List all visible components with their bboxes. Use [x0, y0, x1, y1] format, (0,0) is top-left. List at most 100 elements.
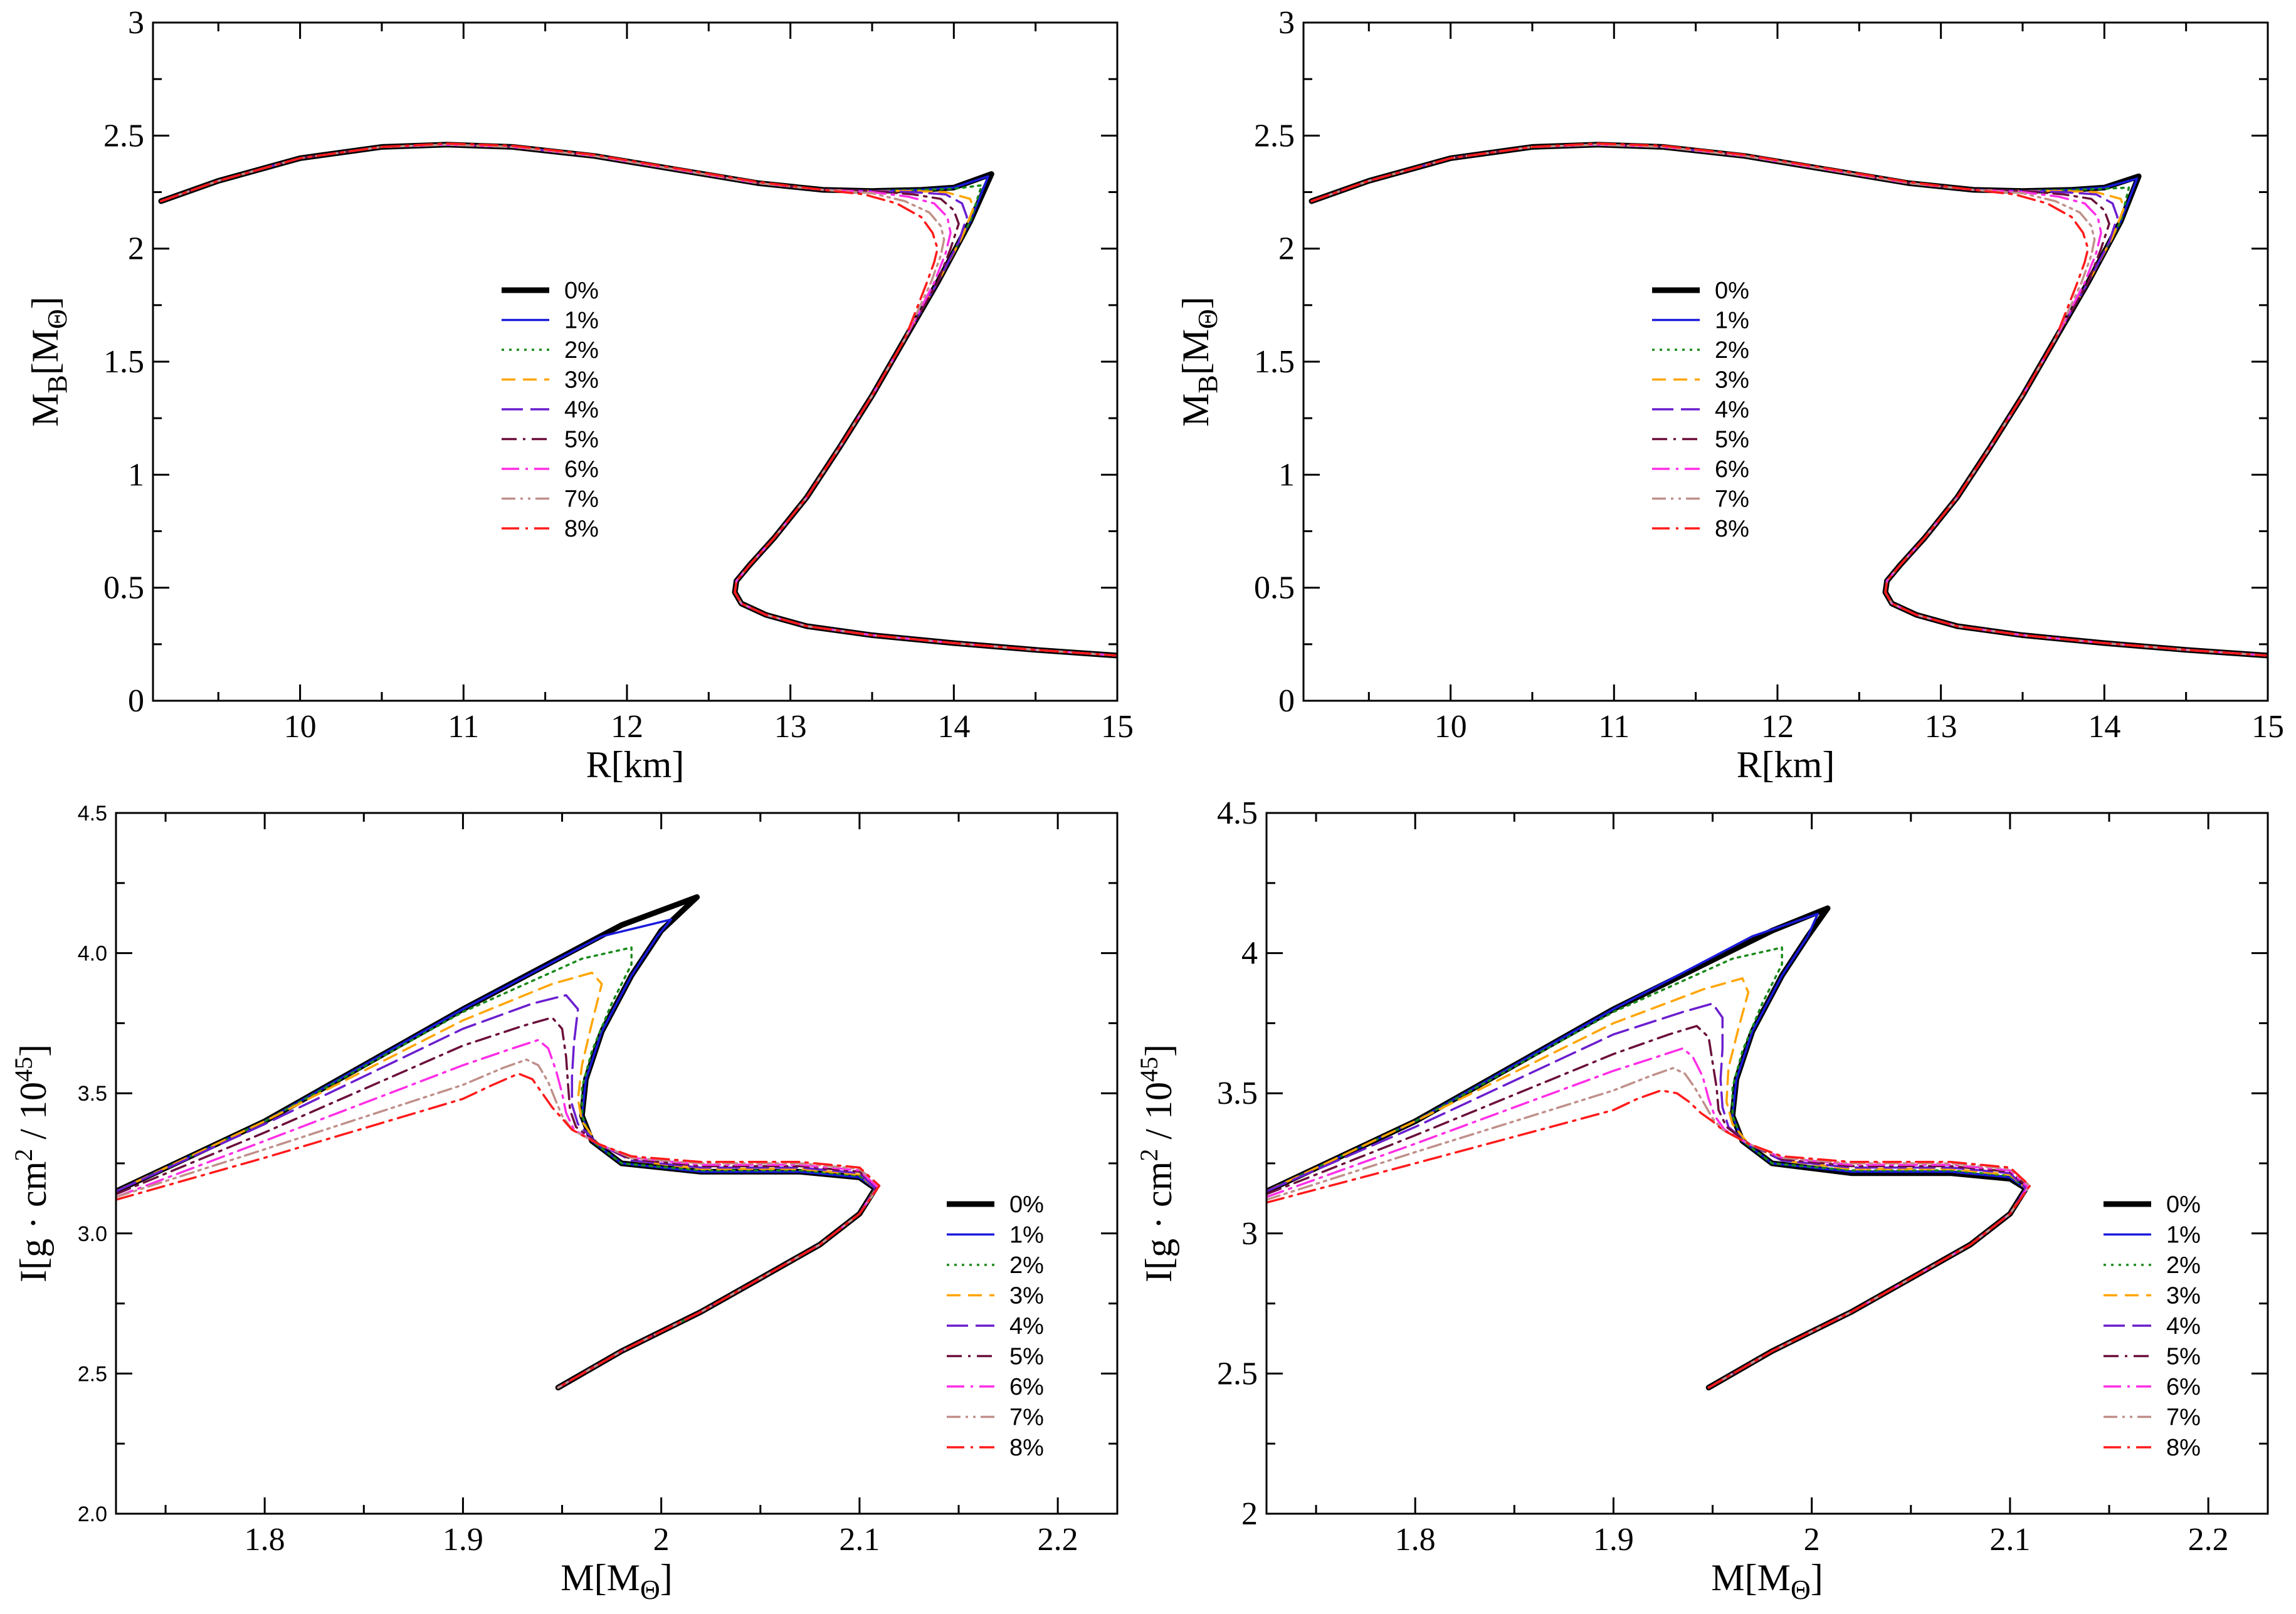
legend-label: 7% [564, 486, 599, 513]
legend: 0% 1% 2% 3% 4% 5% 6% 7% 8% [502, 278, 599, 542]
y-tick-label: 1 [1278, 457, 1295, 493]
x-tick-label: 13 [774, 709, 807, 745]
series-line-8pct [1266, 1089, 2031, 1389]
legend-label: 1% [564, 308, 599, 334]
y-tick-label: 2.5 [1217, 1356, 1258, 1391]
legend: 0% 1% 2% 3% 4% 5% 6% 7% 8% [2104, 1192, 2201, 1461]
legend-label: 6% [564, 456, 599, 483]
legend-label: 5% [2166, 1344, 2201, 1370]
x-tick-label: 13 [1925, 709, 1957, 745]
y-tick-label: 1 [128, 457, 144, 493]
plot-frame [115, 812, 1119, 1515]
legend-label: 6% [1715, 456, 1749, 483]
legend-label: 5% [1009, 1344, 1044, 1370]
y-tick-label: 4.0 [78, 942, 107, 966]
series-line-5pct [1266, 1025, 2030, 1389]
x-tick-label: 14 [937, 709, 970, 745]
legend-label: 6% [1009, 1374, 1044, 1400]
x-tick-label: 1.8 [245, 1522, 285, 1558]
series-line-5pct [160, 144, 1117, 657]
legend-label: 8% [564, 516, 599, 542]
legend-label: 5% [1715, 427, 1749, 453]
series-group [116, 894, 881, 1391]
legend-label: 0% [1009, 1192, 1044, 1218]
series-line-8pct [160, 142, 1117, 657]
legend-label: 3% [1009, 1283, 1044, 1309]
legend-label: 1% [1009, 1222, 1044, 1249]
series-line-7pct [1266, 1067, 2031, 1389]
y-tick-label: 1.5 [1254, 344, 1295, 380]
legend: 0% 1% 2% 3% 4% 5% 6% 7% 8% [947, 1192, 1044, 1461]
plot-frame [152, 21, 1119, 702]
legend-label: 4% [1715, 397, 1749, 423]
y-tick-label: 2 [1278, 231, 1295, 267]
series-line-6pct [116, 1039, 879, 1389]
y-tick-label: 2.5 [78, 1362, 107, 1386]
legend-label: 3% [564, 367, 599, 394]
y-axis-title: MB[MΘ] [1175, 296, 1223, 427]
legend-label: 1% [2166, 1222, 2201, 1249]
legend-label: 7% [1009, 1405, 1044, 1431]
x-tick-label: 12 [1761, 709, 1794, 745]
x-tick-label: 15 [2251, 709, 2284, 745]
x-tick-label: 2.1 [839, 1522, 880, 1558]
x-tick-label: 12 [611, 709, 643, 745]
series-line-6pct [1266, 1047, 2030, 1389]
x-axis-title: M[MΘ] [561, 1557, 672, 1605]
x-tick-label: 2.2 [1038, 1522, 1078, 1558]
x-axis-title: R[km] [586, 744, 685, 785]
series-line-3pct [160, 144, 1117, 657]
series-line-1pct [1310, 144, 2268, 657]
series-group [1266, 905, 2031, 1391]
series-line-7pct [160, 144, 1117, 657]
legend-label: 2% [564, 337, 599, 364]
legend-label: 3% [2166, 1283, 2201, 1309]
y-tick-label: 2 [1241, 1496, 1258, 1532]
y-tick-label: 2.5 [103, 118, 144, 154]
legend-label: 0% [1715, 278, 1749, 304]
series-group [1309, 142, 2268, 659]
series-line-8pct [1310, 142, 2268, 657]
y-axis-title: MB[MΘ] [24, 296, 73, 427]
y-tick-label: 3.5 [78, 1082, 107, 1106]
y-tick-label: 2.5 [1254, 118, 1295, 154]
y-axis-title: I[g · cm2 / 1045] [9, 1044, 54, 1282]
series-line-0pct [1309, 142, 2268, 659]
y-tick-label: 2.0 [78, 1502, 107, 1526]
legend-label: 2% [1009, 1252, 1044, 1279]
y-tick-label: 0 [1278, 683, 1295, 719]
series-line-1pct [1266, 913, 2027, 1389]
x-axis-title: R[km] [1737, 744, 1835, 785]
x-axis-title: M[MΘ] [1711, 1557, 1823, 1605]
legend-label: 8% [1009, 1435, 1044, 1461]
legend-label: 7% [2166, 1405, 2201, 1431]
series-line-6pct [1310, 144, 2268, 657]
series-line-8pct [116, 1072, 881, 1389]
legend-label: 0% [564, 278, 599, 304]
legend-label: 4% [564, 397, 599, 423]
x-tick-label: 2 [1804, 1522, 1820, 1558]
series-line-5pct [1310, 144, 2268, 657]
x-tick-label: 2 [653, 1522, 670, 1558]
series-line-7pct [116, 1058, 881, 1389]
series-line-0pct [158, 142, 1117, 659]
y-axis-title: I[g · cm2 / 1045] [1135, 1044, 1179, 1282]
series-group [158, 142, 1117, 659]
series-line-7pct [1310, 144, 2268, 657]
y-tick-label: 0.5 [1254, 570, 1295, 606]
legend-label: 8% [1715, 516, 1749, 542]
chart-panel-bottom-left: 1.8 1.9 2 2.1 2.2 2.0 2.5 3.0 3.5 4.0 4.5 M[MΘ] I[g … [9, 802, 1119, 1605]
x-tick-label: 2.1 [1989, 1522, 2030, 1558]
series-line-0pct [116, 894, 878, 1391]
series-line-6pct [160, 144, 1117, 657]
y-tick-label: 3.0 [78, 1222, 107, 1246]
x-tick-label: 2.2 [2188, 1522, 2229, 1558]
series-line-5pct [116, 1016, 879, 1389]
legend-label: 1% [1715, 308, 1749, 334]
legend-label: 6% [2166, 1374, 2201, 1400]
y-tick-label: 1.5 [103, 344, 144, 380]
x-tick-label: 1.9 [443, 1522, 483, 1558]
series-line-2pct [1310, 144, 2268, 657]
legend-label: 5% [564, 427, 599, 453]
